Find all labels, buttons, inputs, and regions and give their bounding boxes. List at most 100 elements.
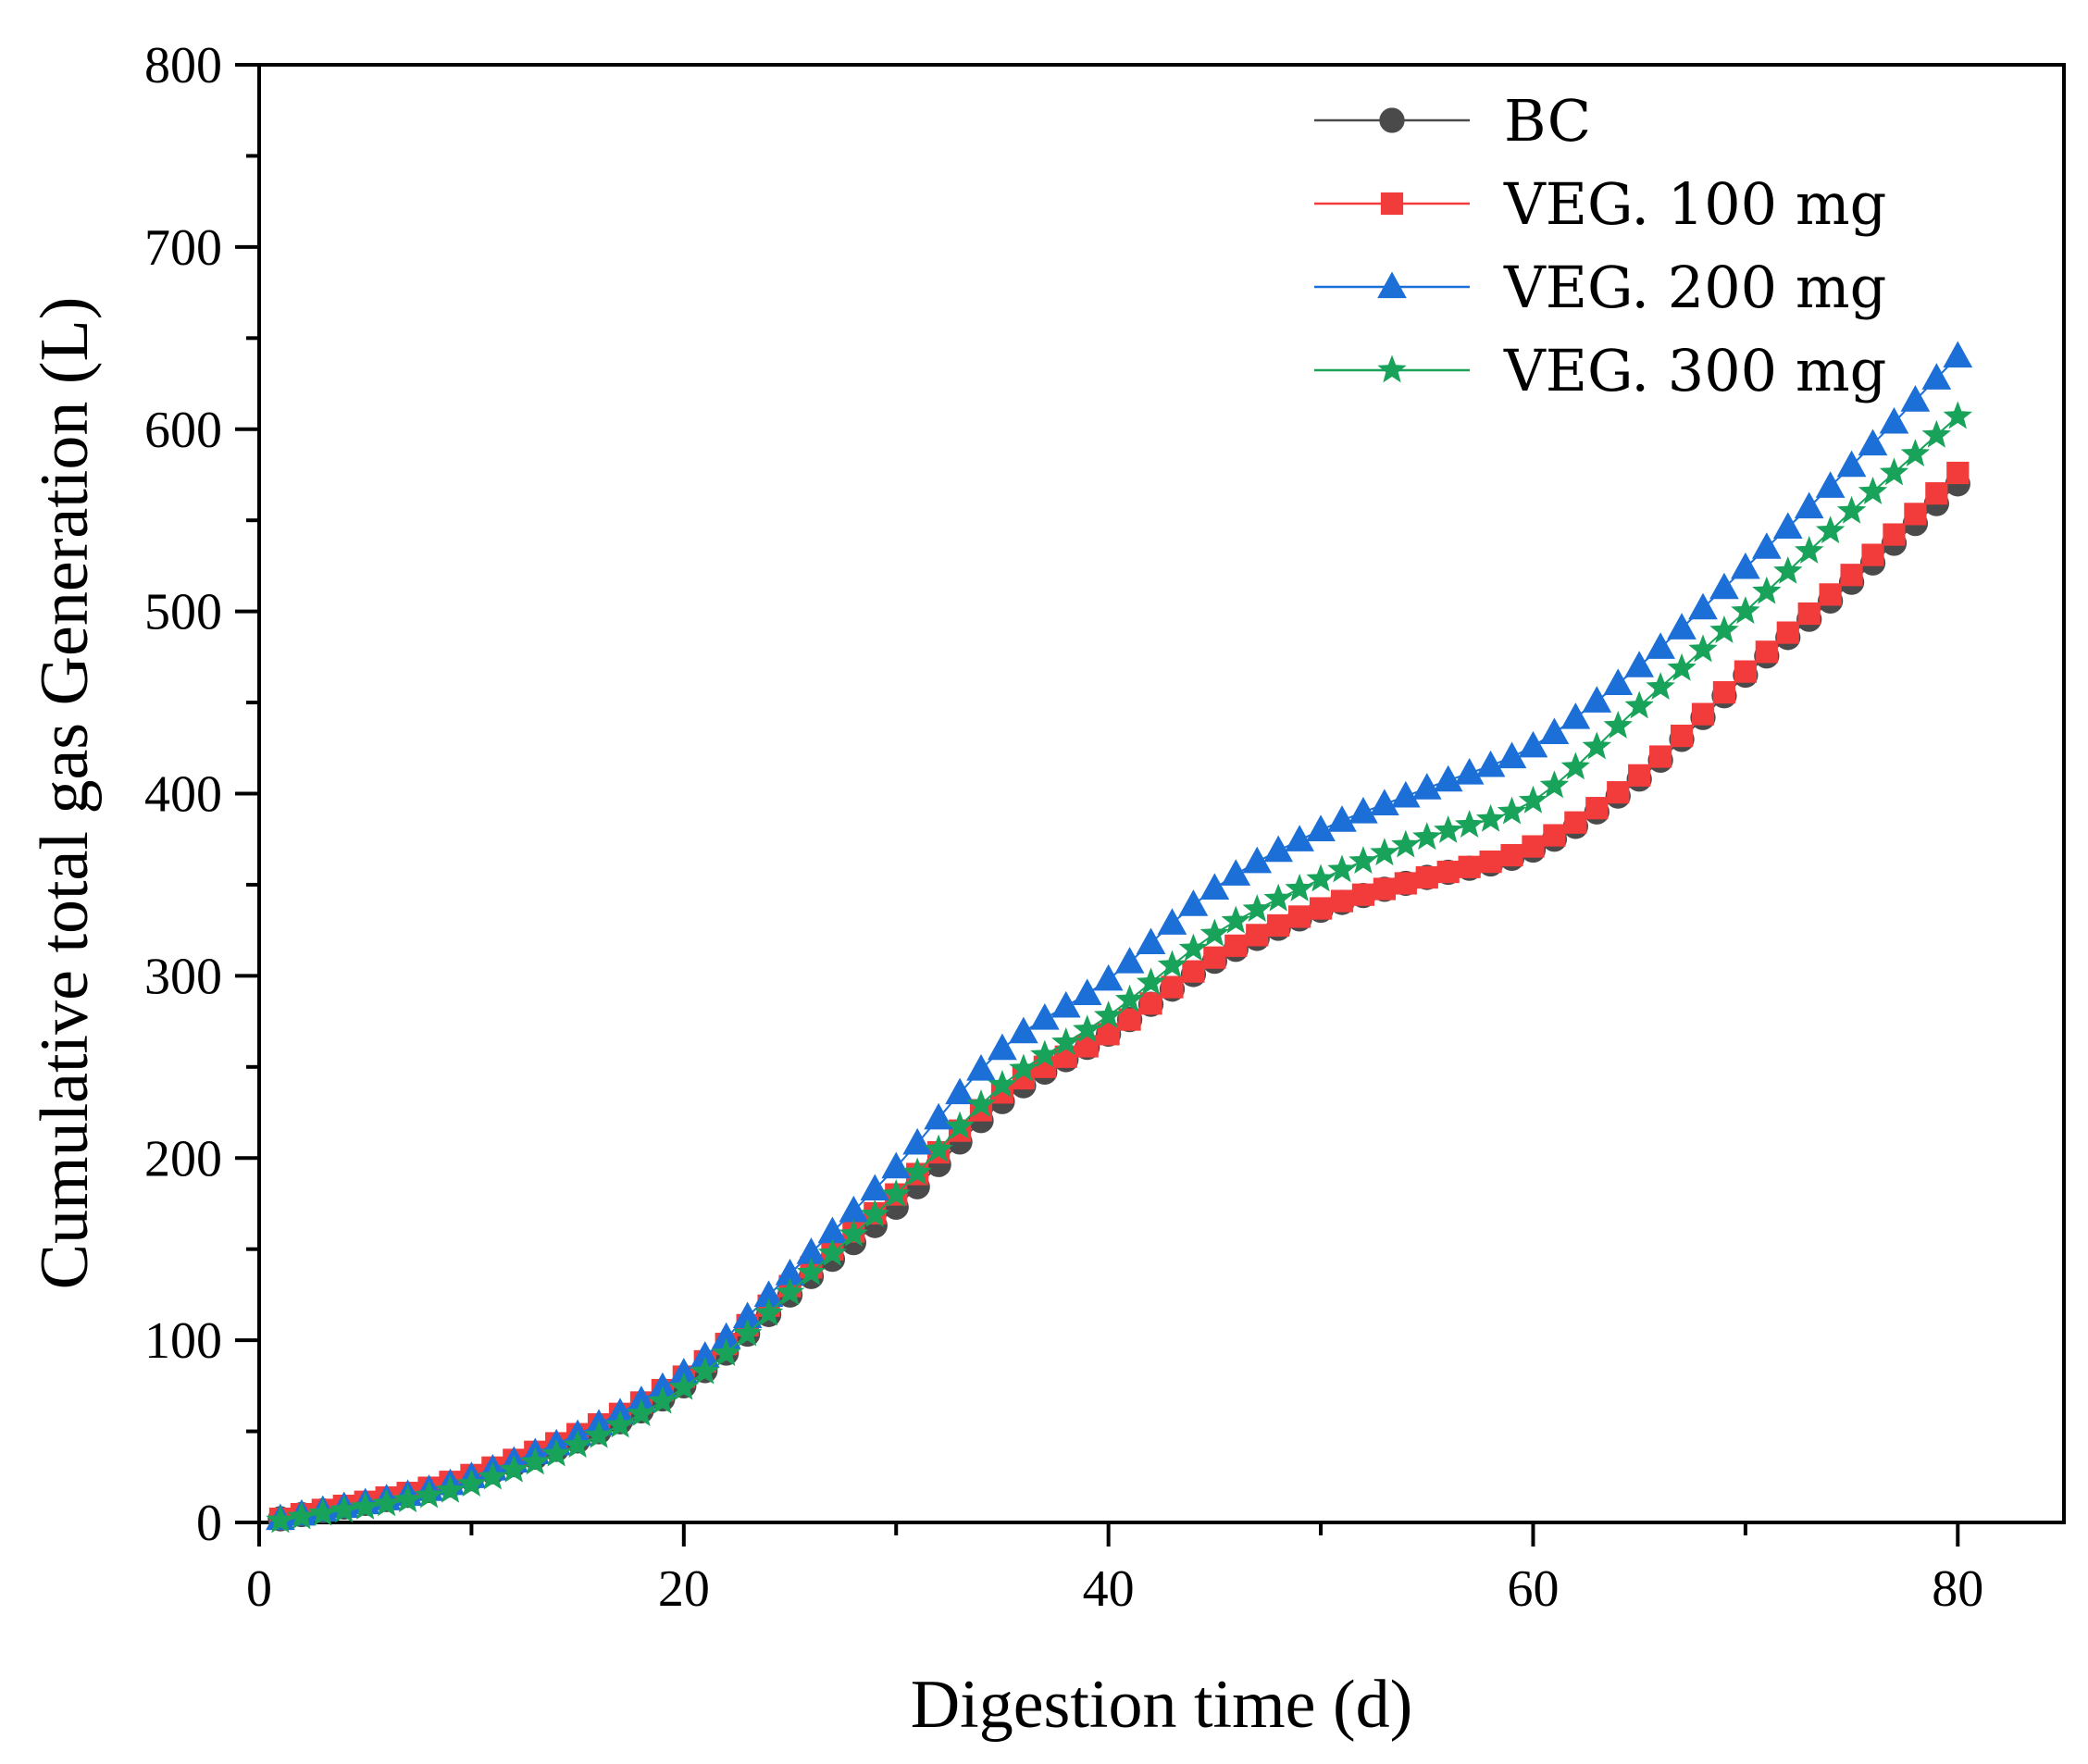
data-point — [1752, 576, 1782, 604]
y-tick-label: 700 — [144, 219, 222, 277]
data-point — [1628, 764, 1651, 787]
data-point — [1050, 990, 1081, 1018]
data-point — [732, 1318, 763, 1347]
legend-item: VEG. 300 mg — [1314, 337, 1886, 404]
data-point — [988, 1033, 1017, 1061]
x-axis: 0 20 40 60 80 — [246, 1522, 1983, 1618]
data-point — [1306, 814, 1336, 841]
data-point — [1794, 491, 1824, 519]
y-tick-label: 800 — [144, 37, 222, 94]
data-point — [1009, 1053, 1038, 1082]
data-point — [1433, 764, 1463, 792]
data-point — [371, 1488, 402, 1517]
data-point — [690, 1356, 720, 1385]
data-point — [1624, 690, 1654, 719]
data-point — [1454, 757, 1485, 785]
data-point — [1114, 947, 1145, 974]
data-point — [1030, 1039, 1060, 1068]
data-point — [1543, 824, 1566, 847]
data-point — [1093, 1000, 1124, 1029]
data-point — [1178, 889, 1209, 916]
data-point — [1479, 850, 1502, 874]
data-point — [1900, 439, 1931, 466]
data-point — [753, 1280, 784, 1308]
legend-label: BC — [1504, 87, 1591, 155]
y-tick-label: 100 — [144, 1312, 222, 1370]
data-point — [1348, 846, 1378, 874]
data-point — [712, 1338, 741, 1366]
data-point — [287, 1501, 317, 1530]
data-point — [1691, 702, 1715, 726]
data-point — [902, 1157, 932, 1186]
legend-item: VEG. 100 mg — [1314, 170, 1886, 238]
data-point — [924, 1134, 953, 1162]
data-point — [1242, 846, 1273, 874]
data-point — [1309, 897, 1333, 920]
data-point — [1921, 363, 1952, 390]
data-point — [1475, 750, 1506, 777]
legend-item: VEG. 200 mg — [1314, 254, 1886, 321]
data-point — [1182, 960, 1205, 983]
data-point — [1712, 681, 1736, 704]
data-point — [1285, 825, 1314, 851]
data-point — [924, 1102, 953, 1130]
data-point — [1327, 805, 1357, 832]
data-point — [1434, 815, 1463, 843]
x-tick-label: 20 — [658, 1560, 710, 1618]
data-point — [1858, 476, 1888, 504]
data-point — [1497, 796, 1527, 825]
data-point — [1390, 780, 1421, 808]
data-point — [966, 1089, 996, 1117]
data-point — [1564, 811, 1587, 834]
data-point — [1327, 854, 1357, 883]
data-point — [669, 1372, 699, 1400]
data-point — [648, 1372, 677, 1399]
data-point — [1772, 512, 1803, 540]
x-tick-label: 40 — [1083, 1560, 1135, 1618]
legend-marker — [1377, 271, 1407, 299]
data-point — [1221, 859, 1251, 886]
data-point — [1267, 913, 1290, 938]
data-point — [1751, 532, 1782, 559]
data-point — [478, 1461, 508, 1490]
data-point — [732, 1301, 763, 1329]
data-point — [1667, 613, 1696, 640]
data-point — [1688, 592, 1718, 620]
data-point — [1667, 652, 1696, 681]
data-point — [860, 1174, 890, 1201]
data-point — [1161, 975, 1184, 999]
data-point — [1904, 503, 1927, 526]
data-point — [1925, 482, 1948, 505]
data-point — [1394, 872, 1417, 895]
data-point — [1246, 924, 1269, 947]
data-point — [1582, 686, 1612, 713]
y-tick-label: 500 — [144, 584, 222, 641]
data-point — [1946, 461, 1970, 485]
data-point — [1522, 835, 1545, 858]
data-point — [1518, 785, 1548, 814]
x-tick-label: 0 — [246, 1560, 272, 1618]
data-point — [1412, 822, 1442, 851]
data-point — [690, 1341, 720, 1368]
data-point — [1539, 770, 1570, 799]
series-line — [280, 483, 1958, 1521]
data-point — [881, 1151, 912, 1179]
data-point — [1560, 702, 1591, 729]
data-point — [605, 1410, 635, 1438]
data-point — [1840, 564, 1863, 587]
data-point — [1603, 668, 1634, 696]
data-point — [1815, 516, 1846, 544]
data-point — [1861, 543, 1884, 566]
data-point — [1348, 796, 1378, 824]
legend-label: VEG. 300 mg — [1503, 337, 1886, 404]
data-point — [456, 1469, 487, 1497]
data-point — [1054, 1045, 1077, 1068]
data-point — [775, 1259, 805, 1286]
data-point — [1221, 905, 1250, 934]
data-point — [541, 1438, 571, 1467]
data-point — [1646, 632, 1675, 659]
data-point — [1373, 877, 1396, 901]
data-point — [1879, 406, 1909, 434]
data-point — [1585, 797, 1609, 820]
